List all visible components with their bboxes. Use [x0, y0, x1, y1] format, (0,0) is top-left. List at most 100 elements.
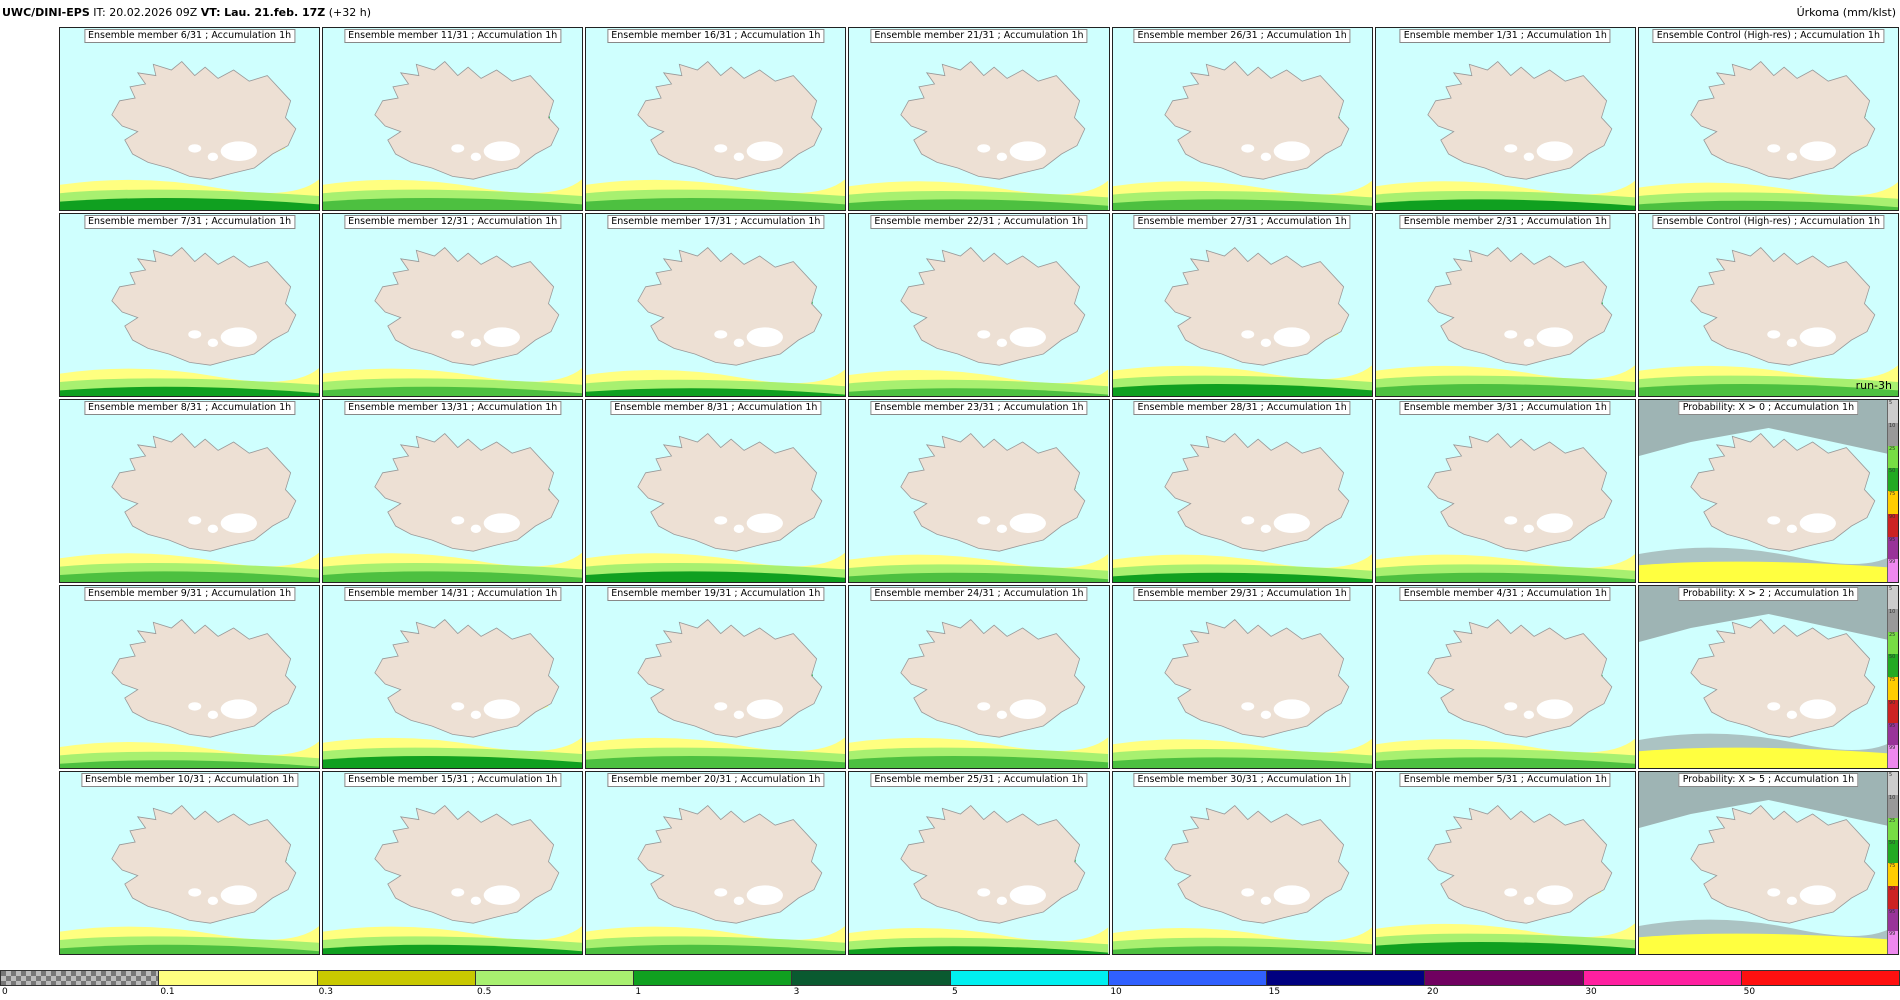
map-canvas	[60, 214, 320, 396]
colorbar-segment	[1108, 971, 1267, 985]
map-canvas	[586, 400, 846, 582]
prob-legend-swatch: 5	[1887, 586, 1898, 609]
colorbar-label: 0.1	[160, 987, 175, 997]
map-canvas	[1112, 28, 1372, 210]
ensemble-panel[interactable]: Ensemble member 7/31 ; Accumulation 1h	[59, 213, 321, 397]
panel-title: Ensemble member 22/31 ; Accumulation 1h	[870, 215, 1088, 229]
glacier-hofsjokull	[997, 524, 1008, 533]
glacier-vatnajokull	[1010, 885, 1047, 905]
ensemble-panel[interactable]: Ensemble member 8/31 ; Accumulation 1h	[585, 399, 847, 583]
map-canvas	[1638, 772, 1898, 954]
ensemble-panel[interactable]: Ensemble member 22/31 ; Accumulation 1h	[848, 213, 1110, 397]
glacier-hofsjokull	[997, 152, 1008, 161]
glacier-vatnajokull	[1536, 513, 1573, 533]
glacier-vatnajokull	[1536, 885, 1573, 905]
run-info: UWC/DINI-EPS IT: 20.02.2026 09Z VT: Lau.…	[2, 0, 371, 26]
panel-title: Ensemble member 8/31 ; Accumulation 1h	[83, 401, 296, 415]
map-canvas	[1112, 400, 1372, 582]
glacier-langjokull	[1240, 888, 1254, 897]
ensemble-panel[interactable]: Ensemble member 19/31 ; Accumulation 1h	[585, 585, 847, 769]
glacier-langjokull	[1767, 888, 1781, 897]
glacier-langjokull	[188, 888, 202, 897]
glacier-langjokull	[451, 516, 465, 525]
glacier-vatnajokull	[1799, 513, 1836, 533]
map-canvas	[60, 28, 320, 210]
glacier-vatnajokull	[746, 141, 784, 161]
glacier-vatnajokull	[220, 141, 257, 161]
ensemble-panel[interactable]: Ensemble member 23/31 ; Accumulation 1h	[848, 399, 1110, 583]
ensemble-panel[interactable]: Ensemble member 30/31 ; Accumulation 1h	[1111, 771, 1373, 955]
probability-panel[interactable]: Probability: X > 5 ; Accumulation 1h 5 10 2…	[1637, 771, 1899, 955]
ensemble-panel[interactable]: Ensemble member 26/31 ; Accumulation 1h	[1111, 27, 1373, 211]
ensemble-panel[interactable]: Ensemble member 10/31 ; Accumulation 1h	[59, 771, 321, 955]
glacier-vatnajokull	[1536, 141, 1573, 161]
panel-title: Probability: X > 5 ; Accumulation 1h	[1678, 773, 1859, 787]
ensemble-panel[interactable]: Ensemble member 13/31 ; Accumulation 1h	[322, 399, 584, 583]
colorbar-label: 1	[635, 987, 642, 997]
glacier-hofsjokull	[1523, 896, 1534, 905]
glacier-hofsjokull	[207, 152, 219, 161]
glacier-vatnajokull	[220, 327, 257, 347]
glacier-langjokull	[1240, 330, 1254, 339]
panel-title: Ensemble member 27/31 ; Accumulation 1h	[1133, 215, 1351, 229]
ensemble-panel[interactable]: Ensemble member 20/31 ; Accumulation 1h	[585, 771, 847, 955]
probability-panel[interactable]: Probability: X > 2 ; Accumulation 1h 5 10 2…	[1637, 585, 1899, 769]
glacier-hofsjokull	[1523, 524, 1534, 533]
glacier-hofsjokull	[1523, 338, 1534, 347]
prob-legend-swatch: 95	[1887, 908, 1898, 932]
panel-title: Ensemble member 11/31 ; Accumulation 1h	[344, 29, 562, 43]
ensemble-panel[interactable]: Ensemble Control (High-res) ; Accumulati…	[1637, 27, 1899, 211]
colorbar-label: 5	[952, 987, 958, 997]
map-canvas	[849, 214, 1109, 396]
prob-legend-swatch: 95	[1887, 722, 1898, 746]
prob-legend-label: 25	[1888, 445, 1896, 452]
ensemble-panel[interactable]: Ensemble member 28/31 ; Accumulation 1h	[1111, 399, 1373, 583]
ensemble-panel[interactable]: Ensemble member 6/31 ; Accumulation 1h	[59, 27, 321, 211]
panel-title: Ensemble Control (High-res) ; Accumulati…	[1652, 29, 1885, 43]
colorbar-labels: 0 0.1 0.3 0.5 1 3 5 10 15 20 30 50	[0, 987, 1900, 1000]
ensemble-panel[interactable]: Ensemble member 15/31 ; Accumulation 1h	[322, 771, 584, 955]
prob-legend-label: 75	[1888, 491, 1896, 497]
prob-legend-label: 99	[1888, 745, 1896, 752]
prob-legend-swatch: 5	[1887, 400, 1898, 423]
ensemble-panel[interactable]: Ensemble member 3/31 ; Accumulation 1h	[1374, 399, 1636, 583]
ensemble-panel[interactable]: Ensemble member 21/31 ; Accumulation 1h	[848, 27, 1110, 211]
map-canvas	[1375, 586, 1635, 768]
ensemble-panel[interactable]: Ensemble member 17/31 ; Accumulation 1h	[585, 213, 847, 397]
ensemble-panel[interactable]: Ensemble member 24/31 ; Accumulation 1h	[848, 585, 1110, 769]
ensemble-panel[interactable]: Ensemble member 14/31 ; Accumulation 1h	[322, 585, 584, 769]
ensemble-panel[interactable]: Ensemble member 16/31 ; Accumulation 1h	[585, 27, 847, 211]
ensemble-panel[interactable]: Ensemble Control (High-res) ; Accumulati…	[1637, 213, 1899, 397]
colorbar-label: 0	[2, 987, 8, 997]
ensemble-panel[interactable]: Ensemble member 2/31 ; Accumulation 1h	[1374, 213, 1636, 397]
glacier-vatnajokull	[1010, 699, 1047, 719]
ensemble-panel[interactable]: Ensemble member 4/31 ; Accumulation 1h	[1374, 585, 1636, 769]
map-canvas	[1638, 214, 1898, 396]
panel-title: Ensemble member 6/31 ; Accumulation 1h	[83, 29, 296, 43]
panel-title: Ensemble member 1/31 ; Accumulation 1h	[1399, 29, 1611, 43]
ensemble-panel[interactable]: Ensemble member 12/31 ; Accumulation 1h	[322, 213, 584, 397]
glacier-langjokull	[1240, 144, 1254, 153]
glacier-hofsjokull	[470, 710, 482, 719]
map-canvas	[323, 772, 583, 954]
prob-legend-label: 95	[1888, 722, 1896, 729]
prob-legend-swatch: 50	[1887, 468, 1898, 491]
header-bar: UWC/DINI-EPS IT: 20.02.2026 09Z VT: Lau.…	[0, 0, 1900, 26]
prob-legend-swatch: 90	[1887, 513, 1898, 537]
ensemble-panel[interactable]: Ensemble member 29/31 ; Accumulation 1h	[1111, 585, 1373, 769]
glacier-hofsjokull	[470, 338, 482, 347]
panel-title: Ensemble member 21/31 ; Accumulation 1h	[870, 29, 1088, 43]
probability-panel[interactable]: Probability: X > 0 ; Accumulation 1h 5 10 2…	[1637, 399, 1899, 583]
ensemble-panel[interactable]: Ensemble member 5/31 ; Accumulation 1h	[1374, 771, 1636, 955]
map-canvas	[849, 28, 1109, 210]
glacier-vatnajokull	[746, 699, 784, 719]
ensemble-panel[interactable]: Ensemble member 25/31 ; Accumulation 1h	[848, 771, 1110, 955]
glacier-hofsjokull	[733, 524, 745, 533]
ensemble-panel[interactable]: Ensemble member 1/31 ; Accumulation 1h	[1374, 27, 1636, 211]
glacier-langjokull	[1503, 144, 1517, 153]
ensemble-panel[interactable]: Ensemble member 27/31 ; Accumulation 1h	[1111, 213, 1373, 397]
ensemble-panel[interactable]: Ensemble member 9/31 ; Accumulation 1h	[59, 585, 321, 769]
ensemble-panel[interactable]: Ensemble member 8/31 ; Accumulation 1h	[59, 399, 321, 583]
ensemble-panel[interactable]: Ensemble member 11/31 ; Accumulation 1h	[322, 27, 584, 211]
colorbar-label: 30	[1585, 987, 1597, 997]
